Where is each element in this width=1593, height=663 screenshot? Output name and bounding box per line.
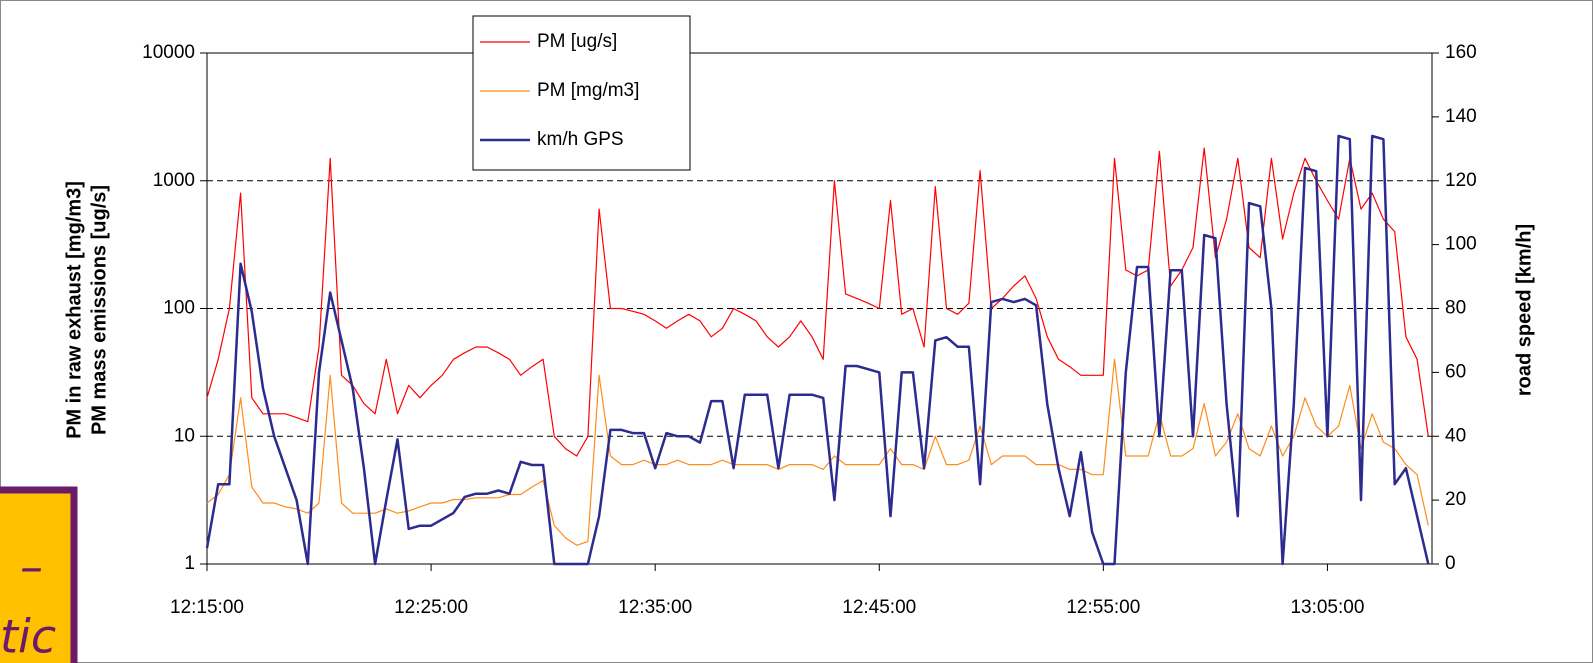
legend: PM [ug/s] PM [mg/m3] km/h GPS — [472, 15, 691, 171]
sticker: – tic — [0, 486, 78, 663]
sticker-text: tic — [0, 610, 56, 663]
x-tick-label: 12:55:00 — [1066, 597, 1140, 618]
x-tick-label: 13:05:00 — [1290, 597, 1364, 618]
x-tick-label: 12:15:00 — [170, 597, 244, 618]
y-tick-label: 10 — [174, 425, 195, 446]
series-line — [205, 134, 1430, 566]
y2-tick-label: 140 — [1445, 106, 1477, 127]
y2-tick-label: 0 — [1445, 553, 1456, 574]
y2-axis-label: road speed [km/h] — [1513, 224, 1535, 396]
sticker-box — [0, 486, 78, 663]
y-tick-label: 1 — [184, 553, 195, 574]
y-axis-label: PM mass emissions [ug/s] — [88, 185, 110, 435]
y-axis-label: PM in raw exhaust [mg/m3] — [63, 181, 85, 439]
y2-tick-label: 60 — [1445, 361, 1466, 382]
legend-label: PM [mg/m3] — [537, 80, 639, 101]
legend-label: PM [ug/s] — [537, 31, 617, 52]
y2-tick-label: 160 — [1445, 42, 1477, 63]
y2-tick-label: 40 — [1445, 425, 1466, 446]
x-tick-label: 12:25:00 — [394, 597, 468, 618]
legend-label: km/h GPS — [537, 129, 624, 150]
y2-tick-label: 80 — [1445, 298, 1466, 319]
plot-area: 1 10 100 1000 10000 0 20 40 60 80 100 120 140 160 12:1… — [142, 15, 1477, 618]
y-tick-label: 100 — [163, 298, 195, 319]
sticker-text: – — [20, 540, 43, 594]
y2-tick-label: 20 — [1445, 489, 1466, 510]
y-tick-label: 10000 — [142, 42, 195, 63]
y-tick-label: 1000 — [153, 170, 195, 191]
series-line — [206, 147, 1429, 457]
series-line — [206, 358, 1429, 546]
y2-tick-label: 120 — [1445, 170, 1477, 191]
x-tick-label: 12:45:00 — [842, 597, 916, 618]
x-tick-label: 12:35:00 — [618, 597, 692, 618]
y2-tick-label: 100 — [1445, 234, 1477, 255]
